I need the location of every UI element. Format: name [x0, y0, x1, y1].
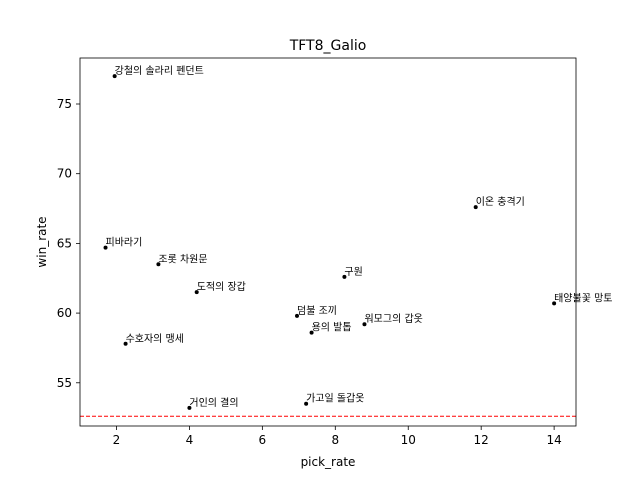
point-label: 용의 발톱 — [312, 322, 352, 334]
point-label: 피바라기 — [106, 237, 143, 249]
data-point — [156, 262, 161, 267]
x-tick-label: 8 — [331, 433, 339, 447]
point-label: 강철의 솔라리 펜던트 — [115, 65, 204, 77]
data-point — [112, 74, 117, 79]
y-axis-label: win_rate — [35, 216, 49, 267]
data-point — [304, 401, 309, 406]
x-tick-label: 10 — [401, 433, 416, 447]
point-label: 도적의 장갑 — [197, 281, 246, 293]
x-tick-label: 4 — [186, 433, 194, 447]
point-label: 조롯 차원문 — [158, 253, 207, 265]
data-point — [295, 313, 299, 318]
data-point — [362, 322, 367, 327]
x-tick-label: 2 — [113, 433, 121, 447]
point-label: 워모그의 갑옷 — [364, 312, 422, 325]
x-tick-label: 14 — [546, 433, 561, 447]
point-label: 이온 충격기 — [476, 195, 525, 208]
y-tick-label: 75 — [57, 97, 72, 111]
data-point — [552, 301, 557, 306]
point-label: 거인의 결의 — [189, 397, 238, 409]
axis-ticks: 2 4 6 8 10 12 14 55 60 65 70 75 — [57, 97, 562, 447]
data-point — [194, 290, 199, 295]
data-point — [342, 274, 347, 279]
data-point — [309, 330, 314, 335]
x-tick-label: 6 — [259, 433, 267, 447]
data-point — [103, 245, 108, 250]
point-label: 덤불 조끼 — [297, 305, 337, 317]
y-tick-label: 65 — [57, 236, 72, 250]
data-point — [123, 341, 128, 346]
plot-frame — [79, 57, 577, 427]
y-tick-label: 70 — [57, 167, 72, 181]
x-axis-label: pick_rate — [301, 455, 356, 469]
data-point — [187, 405, 192, 410]
x-tick-label: 12 — [474, 433, 489, 447]
y-tick-label: 55 — [57, 376, 72, 390]
point-label: 수호자의 맹세 — [126, 333, 184, 345]
chart-title: TFT8_Galio — [289, 38, 367, 54]
point-label: 가고일 돌갑옷 — [306, 393, 364, 405]
data-point — [473, 205, 478, 210]
y-tick-label: 60 — [57, 306, 72, 320]
point-label: 태양불꽃 망토 — [554, 292, 612, 304]
point-label: 구원 — [344, 266, 362, 278]
